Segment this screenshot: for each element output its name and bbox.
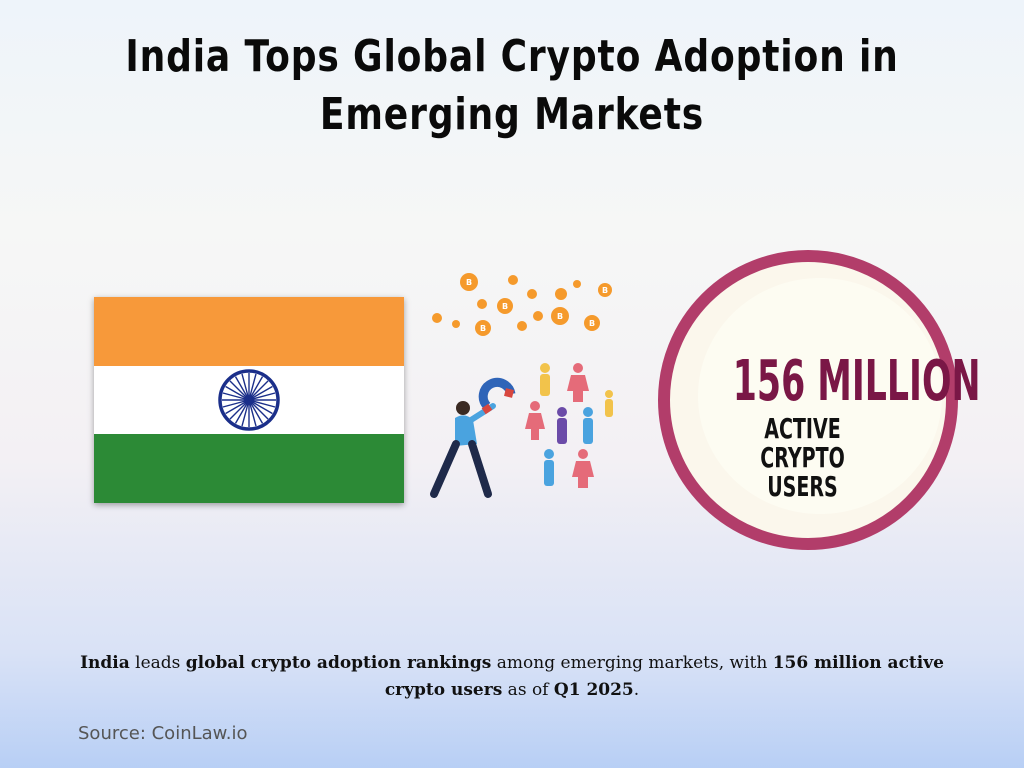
caption-period: . bbox=[633, 680, 640, 700]
caption-india: India bbox=[80, 653, 130, 673]
caption-rankings: global crypto adoption rankings bbox=[185, 653, 492, 673]
caption-text: India leads global crypto adoption ranki… bbox=[80, 650, 944, 704]
caption-among: among emerging markets, with bbox=[491, 653, 773, 673]
man-with-magnet-icon bbox=[430, 377, 516, 498]
page-title: India Tops Global Crypto Adoption in Eme… bbox=[125, 31, 899, 140]
svg-text:B: B bbox=[557, 312, 563, 321]
stat-number: 156 MILLION bbox=[732, 349, 981, 414]
caption-quarter: Q1 2025 bbox=[553, 680, 634, 700]
bitcoin-coins-icon bbox=[432, 273, 612, 336]
magnet-people-bitcoin-illustration: B B B B B B bbox=[430, 273, 613, 498]
flag-green-band bbox=[94, 434, 404, 503]
people-crowd-icon bbox=[525, 363, 613, 488]
svg-text:B: B bbox=[602, 286, 608, 295]
stat-label: ACTIVE CRYPTO USERS bbox=[760, 412, 845, 503]
stat-circle bbox=[658, 250, 958, 550]
stat-circle-inner bbox=[698, 278, 942, 514]
svg-text:B: B bbox=[466, 278, 472, 287]
flag-saffron-band bbox=[94, 297, 404, 366]
india-flag-icon bbox=[94, 297, 404, 503]
svg-text:B: B bbox=[502, 302, 508, 311]
svg-text:B: B bbox=[480, 324, 486, 333]
caption-leads: leads bbox=[129, 653, 186, 673]
caption-users: 156 million active crypto users bbox=[384, 653, 944, 700]
caption-as-of: as of bbox=[502, 680, 554, 700]
source-credit: Source: CoinLaw.io bbox=[78, 723, 248, 744]
flag-white-band bbox=[94, 365, 404, 435]
svg-text:B: B bbox=[589, 319, 595, 328]
ashoka-chakra-icon bbox=[218, 369, 280, 431]
